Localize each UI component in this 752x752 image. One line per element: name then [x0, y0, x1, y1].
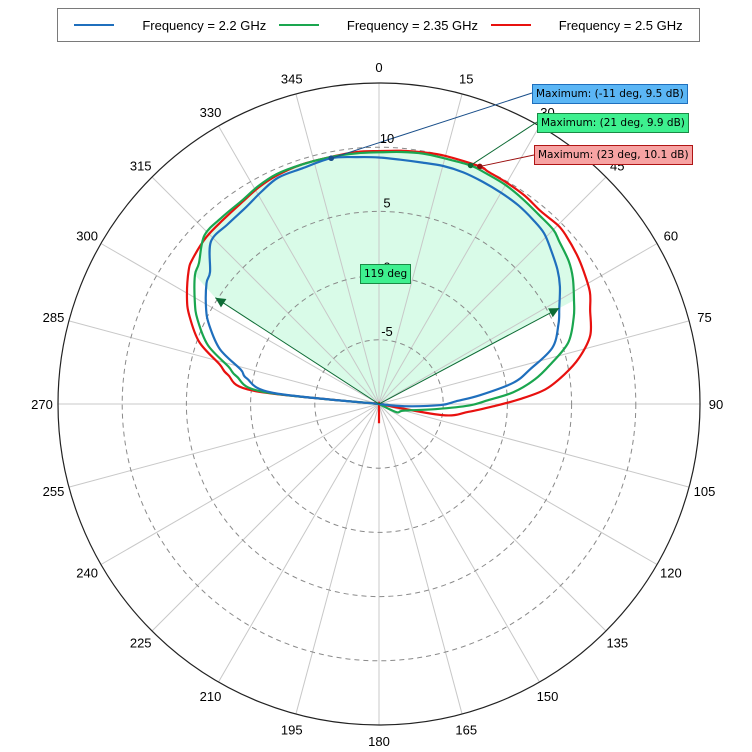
legend-swatch-2-2ghz [74, 24, 115, 26]
legend-swatch-2-35ghz [278, 24, 319, 26]
max-marker-dot[interactable] [477, 163, 483, 170]
arrowhead-icon [548, 308, 560, 318]
legend-label: Frequency = 2.5 GHz [558, 17, 683, 33]
pattern-curve[interactable] [193, 150, 576, 414]
polar-grid [57, 82, 701, 726]
radial-gridline [378, 403, 463, 715]
radial-gridline [378, 403, 607, 632]
annotation-max-2-5ghz[interactable]: Maximum: (23 deg, 10.1 dB) [534, 145, 693, 165]
radial-gridline [100, 243, 380, 405]
radial-gridline [218, 125, 380, 405]
marker-leader-line [331, 92, 533, 159]
radial-tick-label: -5 [381, 324, 393, 339]
angle-tick-label: 330 [200, 105, 222, 120]
marker-leader-line [470, 121, 538, 166]
angle-tick-label: 240 [76, 566, 98, 581]
legend-label: Frequency = 2.35 GHz [346, 17, 479, 33]
pattern-curves [185, 149, 593, 424]
beamwidth-edge-line [378, 307, 560, 405]
radial-gridline [378, 403, 658, 565]
angle-tick-label: 150 [537, 689, 559, 704]
legend-item-2-5ghz[interactable]: Frequency = 2.5 GHz [490, 17, 683, 33]
beamwidth-lines [215, 269, 560, 405]
radial-gridline [378, 125, 540, 405]
angle-tick-label: 120 [660, 566, 682, 581]
legend: Frequency = 2.2 GHz Frequency = 2.35 GHz… [57, 8, 700, 42]
annotation-max-2-2ghz[interactable]: Maximum: (-11 deg, 9.5 dB) [532, 84, 688, 104]
radial-gridline [378, 320, 690, 405]
angle-tick-label: 285 [43, 310, 65, 325]
marker-leader-line [479, 154, 535, 167]
radial-gridcircle [121, 146, 637, 662]
radial-gridcircle [185, 210, 573, 598]
radial-tick-label: 10 [380, 131, 394, 146]
outer-circle [57, 82, 701, 726]
angle-tick-label: 195 [281, 723, 303, 738]
radial-gridline [295, 93, 380, 405]
angle-tick-label: 255 [43, 484, 65, 499]
angle-tick-label: 180 [368, 734, 390, 749]
angle-tick-label: 60 [664, 229, 678, 244]
radial-gridline [218, 403, 380, 683]
annotation-beamwidth[interactable]: 119 deg [360, 264, 412, 284]
angle-tick-label: 15 [459, 71, 473, 86]
radial-gridline [378, 243, 658, 405]
max-markers [328, 92, 538, 170]
radial-gridline [151, 176, 380, 405]
radial-gridline [378, 93, 463, 405]
max-marker-dot[interactable] [467, 162, 474, 169]
angle-tick-label: 315 [130, 159, 152, 174]
legend-item-2-2ghz[interactable]: Frequency = 2.2 GHz [74, 18, 266, 33]
angle-tick-label: 270 [31, 397, 53, 412]
radial-tick-label: 5 [383, 195, 390, 210]
beamwidth-edge-line [215, 297, 380, 405]
angle-tick-label: 165 [455, 723, 477, 738]
pattern-curve[interactable] [204, 155, 562, 408]
max-marker-dot[interactable] [328, 155, 335, 162]
annotation-max-2-35ghz[interactable]: Maximum: (21 deg, 9.9 dB) [537, 113, 689, 133]
radial-gridline [378, 176, 607, 405]
angle-tick-label: 300 [76, 229, 98, 244]
angle-tick-label: 135 [606, 635, 628, 650]
radial-gridline [151, 403, 380, 632]
legend-item-2-35ghz[interactable]: Frequency = 2.35 GHz [278, 17, 479, 33]
pattern-curve[interactable] [185, 149, 593, 424]
angle-tick-label: 75 [697, 310, 711, 325]
angle-tick-label: 105 [694, 484, 716, 499]
arrowhead-icon [215, 297, 227, 308]
angle-tick-label: 0 [375, 60, 382, 75]
angle-tick-label: 210 [200, 689, 222, 704]
legend-label: Frequency = 2.2 GHz [142, 17, 267, 33]
angle-tick-label: 225 [130, 635, 152, 650]
angle-tick-label: 90 [709, 397, 723, 412]
legend-swatch-2-5ghz [490, 24, 531, 26]
radial-gridline [378, 403, 540, 683]
radial-gridline [295, 403, 380, 715]
radial-gridline [68, 403, 380, 488]
radial-gridline [100, 403, 380, 565]
radial-gridline [378, 403, 690, 488]
angle-tick-label: 345 [281, 71, 303, 86]
